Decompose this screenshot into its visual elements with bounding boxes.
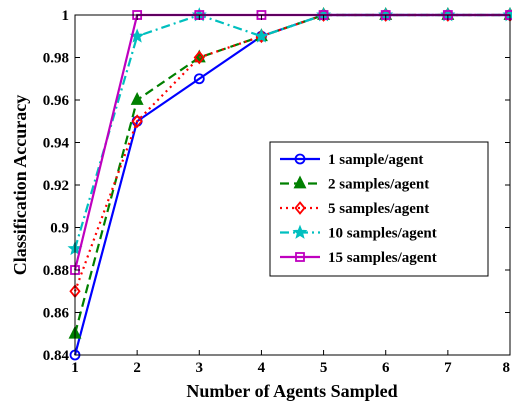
legend-box xyxy=(269,141,489,277)
x-tick-label: 3 xyxy=(196,360,204,376)
x-tick-label: 6 xyxy=(382,360,390,376)
legend-label: 15 samples/agent xyxy=(328,250,437,266)
x-tick-label: 7 xyxy=(444,360,452,376)
x-tick-label: 4 xyxy=(258,360,266,376)
legend-marker xyxy=(294,201,306,215)
y-tick-label: 1 xyxy=(62,8,70,24)
x-tick-label: 5 xyxy=(320,360,328,376)
y-tick-label: 0.9 xyxy=(50,221,69,237)
y-tick-label: 0.92 xyxy=(43,178,69,194)
legend-entry: 5 samples/agent xyxy=(280,201,429,217)
legend-label: 1 sample/agent xyxy=(328,152,423,168)
y-tick-label: 0.84 xyxy=(43,348,70,364)
y-tick-label: 0.98 xyxy=(43,51,69,67)
axes-layer: 1 2 3 4 5 6 7 8 0.84 0.86 0.88 0.9 0.92 0.94 0.96 0.98 1 xyxy=(43,8,511,376)
legend: 1 sample/agent 2 samples/agent 5 samples/a… xyxy=(269,141,489,277)
data-point xyxy=(193,73,205,85)
legend-marker xyxy=(292,224,308,239)
legend-entry: 1 sample/agent xyxy=(280,152,423,168)
data-point xyxy=(253,28,269,43)
data-point xyxy=(130,91,144,105)
legend-marker xyxy=(295,252,305,262)
legend-entry: 2 samples/agent xyxy=(280,175,429,193)
x-tick-label: 8 xyxy=(503,360,511,376)
legend-label: 10 samples/agent xyxy=(328,226,437,242)
x-axis-label: Number of Agents Sampled xyxy=(186,381,397,401)
legend-label: 2 samples/agent xyxy=(328,177,429,193)
legend-entry: 10 samples/agent xyxy=(280,224,437,242)
x-tick-label: 2 xyxy=(133,360,141,376)
legend-label: 5 samples/agent xyxy=(328,201,429,217)
legend-entry: 15 samples/agent xyxy=(280,250,437,266)
legend-marker xyxy=(294,153,306,165)
legend-marker xyxy=(293,175,307,189)
data-point xyxy=(193,50,205,65)
y-tick-label: 0.88 xyxy=(43,263,69,279)
y-tick-label: 0.86 xyxy=(43,306,70,322)
data-point xyxy=(131,114,143,129)
y-tick-label: 0.94 xyxy=(43,136,70,152)
y-axis-label: Classification Accuracy xyxy=(10,95,30,275)
x-tick-label: 1 xyxy=(71,360,79,376)
y-tick-label: 0.96 xyxy=(43,93,70,109)
